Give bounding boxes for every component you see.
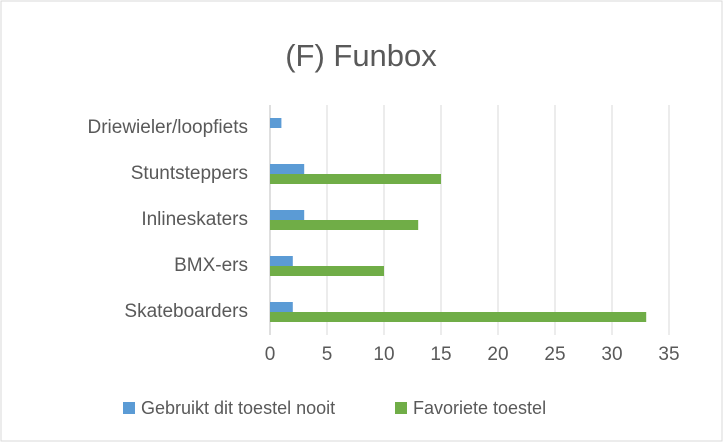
- bar: [270, 302, 293, 312]
- bar: [270, 174, 441, 184]
- x-tick-label: 15: [430, 344, 451, 365]
- bar: [270, 256, 293, 266]
- y-tick-label: Skateboarders: [124, 301, 248, 322]
- legend-swatch: [123, 402, 135, 414]
- x-tick-label: 0: [265, 344, 276, 365]
- legend-label: Gebruikt dit toestel nooit: [141, 398, 335, 418]
- y-tick-label: BMX-ers: [174, 255, 248, 276]
- x-tick-label: 5: [322, 344, 333, 365]
- bar: [270, 118, 282, 128]
- legend-label: Favoriete toestel: [413, 398, 546, 418]
- chart-title: (F) Funbox: [285, 38, 437, 73]
- bar: [270, 210, 305, 220]
- bar: [270, 220, 419, 230]
- x-tick-label: 25: [544, 344, 565, 365]
- bar: [270, 312, 647, 322]
- y-tick-label: Stuntsteppers: [131, 163, 248, 184]
- x-tick-label: 35: [658, 344, 679, 365]
- bar: [270, 164, 305, 174]
- x-tick-label: 30: [601, 344, 622, 365]
- x-tick-label: 10: [373, 344, 394, 365]
- legend-swatch: [395, 402, 407, 414]
- y-tick-label: Inlineskaters: [141, 209, 248, 230]
- x-tick-label: 20: [487, 344, 508, 365]
- bar: [270, 266, 384, 276]
- y-tick-label: Driewieler/loopfiets: [87, 117, 248, 138]
